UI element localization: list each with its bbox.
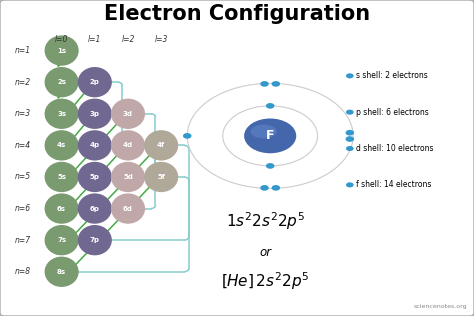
Ellipse shape [272,185,280,191]
Ellipse shape [78,67,112,97]
Ellipse shape [45,193,79,224]
Text: l=2: l=2 [121,35,135,44]
Text: 7s: 7s [57,237,66,243]
Text: l=0: l=0 [55,35,68,44]
Text: Electron Configuration: Electron Configuration [104,4,370,24]
Ellipse shape [346,73,354,78]
Text: 3d: 3d [123,111,133,117]
Ellipse shape [244,118,296,153]
Text: n=7: n=7 [15,236,31,245]
Ellipse shape [45,257,79,287]
Text: 4p: 4p [90,143,100,148]
Ellipse shape [346,130,354,136]
Ellipse shape [111,162,145,192]
Text: 6d: 6d [123,206,133,211]
Text: or: or [259,246,272,259]
Text: d shell: 10 electrons: d shell: 10 electrons [356,144,433,153]
Ellipse shape [78,193,112,224]
Text: n=4: n=4 [15,141,31,150]
Text: 2s: 2s [57,79,66,85]
Text: s shell: 2 electrons: s shell: 2 electrons [356,71,427,80]
Text: f shell: 14 electrons: f shell: 14 electrons [356,180,431,189]
Ellipse shape [111,193,145,224]
Ellipse shape [45,35,79,66]
Ellipse shape [183,133,191,139]
Text: 4s: 4s [57,143,66,148]
Text: 2p: 2p [90,79,100,85]
Text: 8s: 8s [57,269,66,275]
Ellipse shape [266,163,274,169]
Text: 7p: 7p [90,237,100,243]
Ellipse shape [144,162,178,192]
Ellipse shape [45,67,79,97]
Ellipse shape [45,225,79,255]
Text: l=1: l=1 [88,35,101,44]
Text: 4d: 4d [123,143,133,148]
Ellipse shape [346,182,354,187]
Ellipse shape [78,162,112,192]
Text: n=1: n=1 [15,46,31,55]
Text: p shell: 6 electrons: p shell: 6 electrons [356,108,428,117]
Ellipse shape [78,130,112,161]
Text: 3s: 3s [57,111,66,117]
Text: $[He]\,2s^{2}2p^{5}$: $[He]\,2s^{2}2p^{5}$ [221,270,310,292]
Text: 4f: 4f [157,143,165,148]
Text: $1s^{2}2s^{2}2p^{5}$: $1s^{2}2s^{2}2p^{5}$ [226,210,305,232]
Ellipse shape [45,130,79,161]
Text: 5s: 5s [57,174,66,180]
Text: n=5: n=5 [15,173,31,181]
Ellipse shape [251,125,277,138]
Text: l=3: l=3 [155,35,168,44]
Ellipse shape [111,99,145,129]
Ellipse shape [266,103,274,109]
Text: n=6: n=6 [15,204,31,213]
Ellipse shape [346,146,354,151]
Ellipse shape [78,225,112,255]
Ellipse shape [260,81,269,87]
Ellipse shape [272,81,280,87]
Text: 3p: 3p [90,111,100,117]
Ellipse shape [346,136,354,142]
Text: 5d: 5d [123,174,133,180]
Text: n=2: n=2 [15,78,31,87]
Text: 6p: 6p [90,206,100,211]
Text: n=8: n=8 [15,267,31,276]
Ellipse shape [346,110,354,115]
Text: 1s: 1s [57,48,66,53]
Ellipse shape [45,162,79,192]
Ellipse shape [78,99,112,129]
Ellipse shape [260,185,269,191]
Text: n=3: n=3 [15,109,31,118]
Text: F: F [266,129,274,143]
Ellipse shape [45,99,79,129]
Ellipse shape [111,130,145,161]
Ellipse shape [144,130,178,161]
Text: 6s: 6s [57,206,66,211]
Text: 5p: 5p [90,174,100,180]
Text: 5f: 5f [157,174,165,180]
Text: sciencenotes.org: sciencenotes.org [413,304,467,309]
